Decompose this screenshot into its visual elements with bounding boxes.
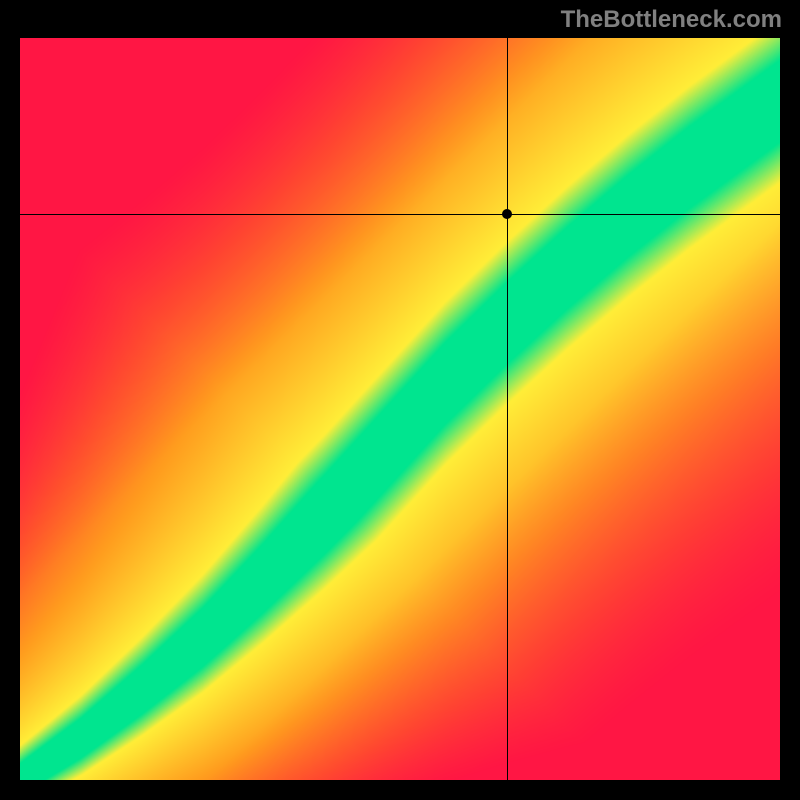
crosshair-vertical: [507, 38, 508, 780]
marker-dot: [502, 209, 512, 219]
bottleneck-heatmap-plot: [20, 38, 780, 780]
heatmap-canvas: [20, 38, 780, 780]
watermark-text: TheBottleneck.com: [561, 6, 782, 34]
crosshair-horizontal: [20, 214, 780, 215]
